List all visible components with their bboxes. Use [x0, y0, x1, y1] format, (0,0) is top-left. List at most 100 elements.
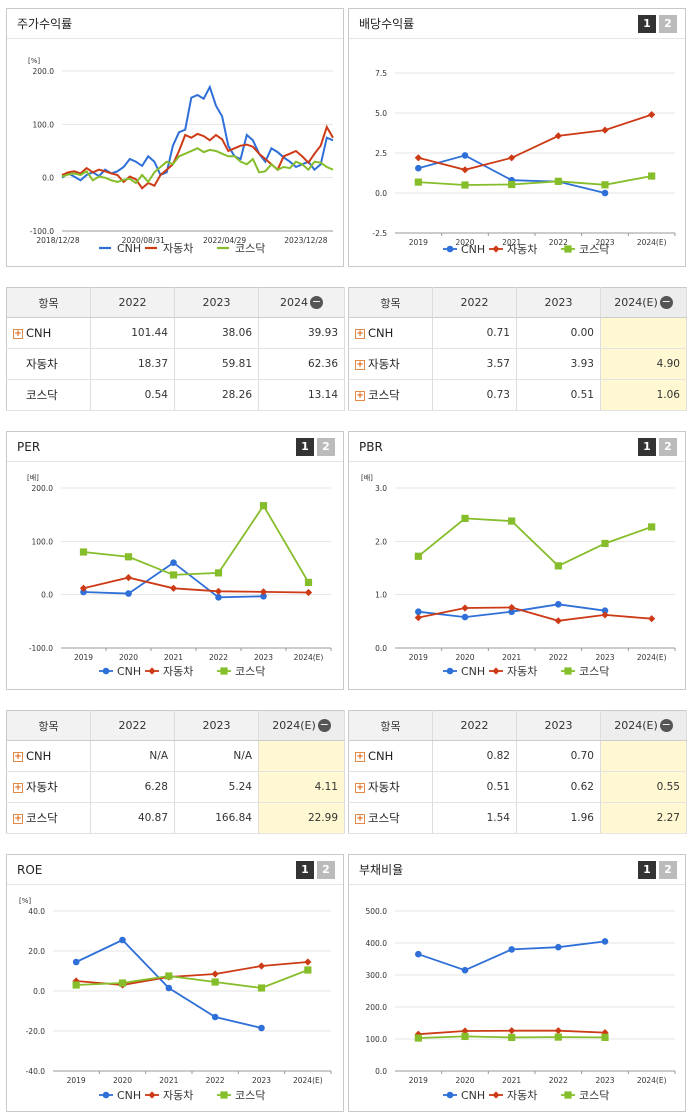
view-1-button[interactable]: 1 — [638, 861, 656, 879]
cnh-point — [415, 950, 422, 958]
row-label[interactable]: + 자동차 — [348, 348, 433, 380]
header-cell: 2024(E) − — [258, 710, 345, 741]
kosdaq-point — [211, 978, 219, 986]
y-tick-label: 100.0 — [32, 537, 54, 546]
cnh-point — [555, 943, 562, 951]
x-tick-label: 2019 — [409, 1076, 428, 1085]
row-label[interactable]: + 자동차 — [348, 771, 433, 803]
view-2-button[interactable]: 2 — [317, 438, 335, 456]
legend-marker — [492, 245, 500, 253]
y-tick-label: 0.0 — [375, 1067, 387, 1076]
cnh-point — [415, 608, 422, 616]
value-cell: 0.73 — [432, 379, 517, 411]
expand-icon[interactable]: + — [355, 390, 365, 401]
expand-icon[interactable]: + — [355, 751, 365, 762]
value-cell: 40.87 — [90, 802, 175, 834]
row-label[interactable]: + 코스닥 — [348, 379, 433, 411]
view-1-button[interactable]: 1 — [638, 15, 656, 33]
x-tick-label: 2019 — [74, 653, 93, 662]
cnh-point — [508, 946, 515, 953]
collapse-icon[interactable]: − — [310, 295, 323, 310]
value-cell — [258, 740, 345, 772]
pbr-table: 항목 2022 2023 2024(E) − + CNH 0.82 0.70 + 자동차 0.51 0.… — [348, 710, 687, 834]
view-2-button[interactable]: 2 — [659, 15, 677, 33]
auto-point — [601, 126, 609, 134]
value-cell: 39.93 — [258, 317, 345, 349]
row-label: 자동차 — [6, 348, 91, 380]
x-tick-label: 2019 — [67, 1076, 86, 1085]
value-cell: 18.37 — [90, 348, 175, 380]
auto-point — [648, 111, 656, 119]
row-label[interactable]: + 자동차 — [6, 771, 91, 803]
cnh-point — [125, 590, 132, 597]
x-tick-label: 2021 — [159, 1076, 178, 1085]
kosdaq-point — [508, 180, 516, 189]
value-cell: 6.28 — [90, 771, 175, 803]
expand-icon[interactable]: + — [13, 751, 23, 762]
auto-point — [124, 574, 133, 582]
legend-marker — [220, 667, 228, 675]
row-label[interactable]: + CNH — [6, 317, 91, 349]
view-2-button[interactable]: 2 — [317, 861, 335, 879]
expand-icon[interactable]: + — [355, 359, 365, 370]
x-tick-label: 2022 — [549, 238, 568, 247]
expand-icon[interactable]: + — [13, 813, 23, 824]
panel-title: 배당수익률 — [359, 17, 415, 31]
value-cell: 101.44 — [90, 317, 175, 349]
legend-label: CNH — [117, 665, 141, 678]
panel-title: ROE — [17, 863, 43, 877]
y-tick-label: 200.0 — [33, 67, 55, 76]
expand-icon[interactable]: + — [355, 328, 365, 339]
y-tick-label: 200.0 — [32, 484, 54, 493]
auto-point — [304, 958, 312, 966]
row-label[interactable]: + 코스닥 — [6, 802, 91, 834]
value-cell: 0.70 — [516, 740, 601, 772]
view-1-button[interactable]: 1 — [296, 861, 314, 879]
series-line-kosdaq — [83, 504, 310, 583]
legend-marker — [102, 667, 110, 675]
table-row: + 자동차 3.57 3.93 4.90 — [348, 348, 687, 380]
kosdaq-point — [214, 569, 223, 577]
auto-point — [414, 1030, 422, 1038]
auto-point — [508, 1027, 516, 1035]
value-cell — [600, 317, 687, 349]
header-cell: 항목 — [348, 287, 433, 318]
value-cell: 3.57 — [432, 348, 517, 380]
header-cell: 2024(E) − — [600, 287, 687, 318]
cnh-point — [601, 607, 609, 614]
expand-icon[interactable]: + — [355, 813, 365, 824]
row-label[interactable]: + CNH — [348, 740, 433, 772]
collapse-icon[interactable]: − — [659, 718, 673, 733]
table-row: + CNH 0.71 0.00 — [348, 317, 687, 349]
legend-marker — [446, 667, 454, 675]
collapse-icon[interactable]: − — [317, 718, 331, 733]
x-tick-label: 2024(E) — [637, 1076, 667, 1085]
view-2-button[interactable]: 2 — [659, 861, 677, 879]
view-1-button[interactable]: 1 — [296, 438, 314, 456]
view-2-button[interactable]: 2 — [659, 438, 677, 456]
auto-point — [461, 604, 469, 612]
x-tick-label: 2024(E) — [293, 1076, 323, 1085]
expand-icon[interactable]: + — [13, 328, 23, 339]
expand-icon[interactable]: + — [355, 782, 365, 793]
x-tick-label: 2023/12/28 — [284, 236, 327, 245]
kosdaq-point — [304, 966, 312, 974]
legend-label: 코스닥 — [579, 665, 609, 678]
value-cell: 2.27 — [600, 802, 687, 834]
x-tick-label: 2020 — [113, 1076, 132, 1085]
row-label[interactable]: + CNH — [6, 740, 91, 772]
kosdaq-point — [259, 502, 268, 510]
expand-icon[interactable]: + — [13, 782, 23, 793]
collapse-icon[interactable]: − — [659, 295, 673, 310]
y-tick-label: -100.0 — [29, 644, 53, 653]
legend-label: 자동차 — [507, 1089, 537, 1102]
view-1-button[interactable]: 1 — [638, 438, 656, 456]
auto-point — [304, 588, 313, 597]
x-tick-label: 2023 — [252, 1076, 271, 1085]
value-cell: 1.06 — [600, 379, 687, 411]
row-label[interactable]: + 코스닥 — [348, 802, 433, 834]
row-label[interactable]: + CNH — [348, 317, 433, 349]
value-cell: 38.06 — [174, 317, 259, 349]
